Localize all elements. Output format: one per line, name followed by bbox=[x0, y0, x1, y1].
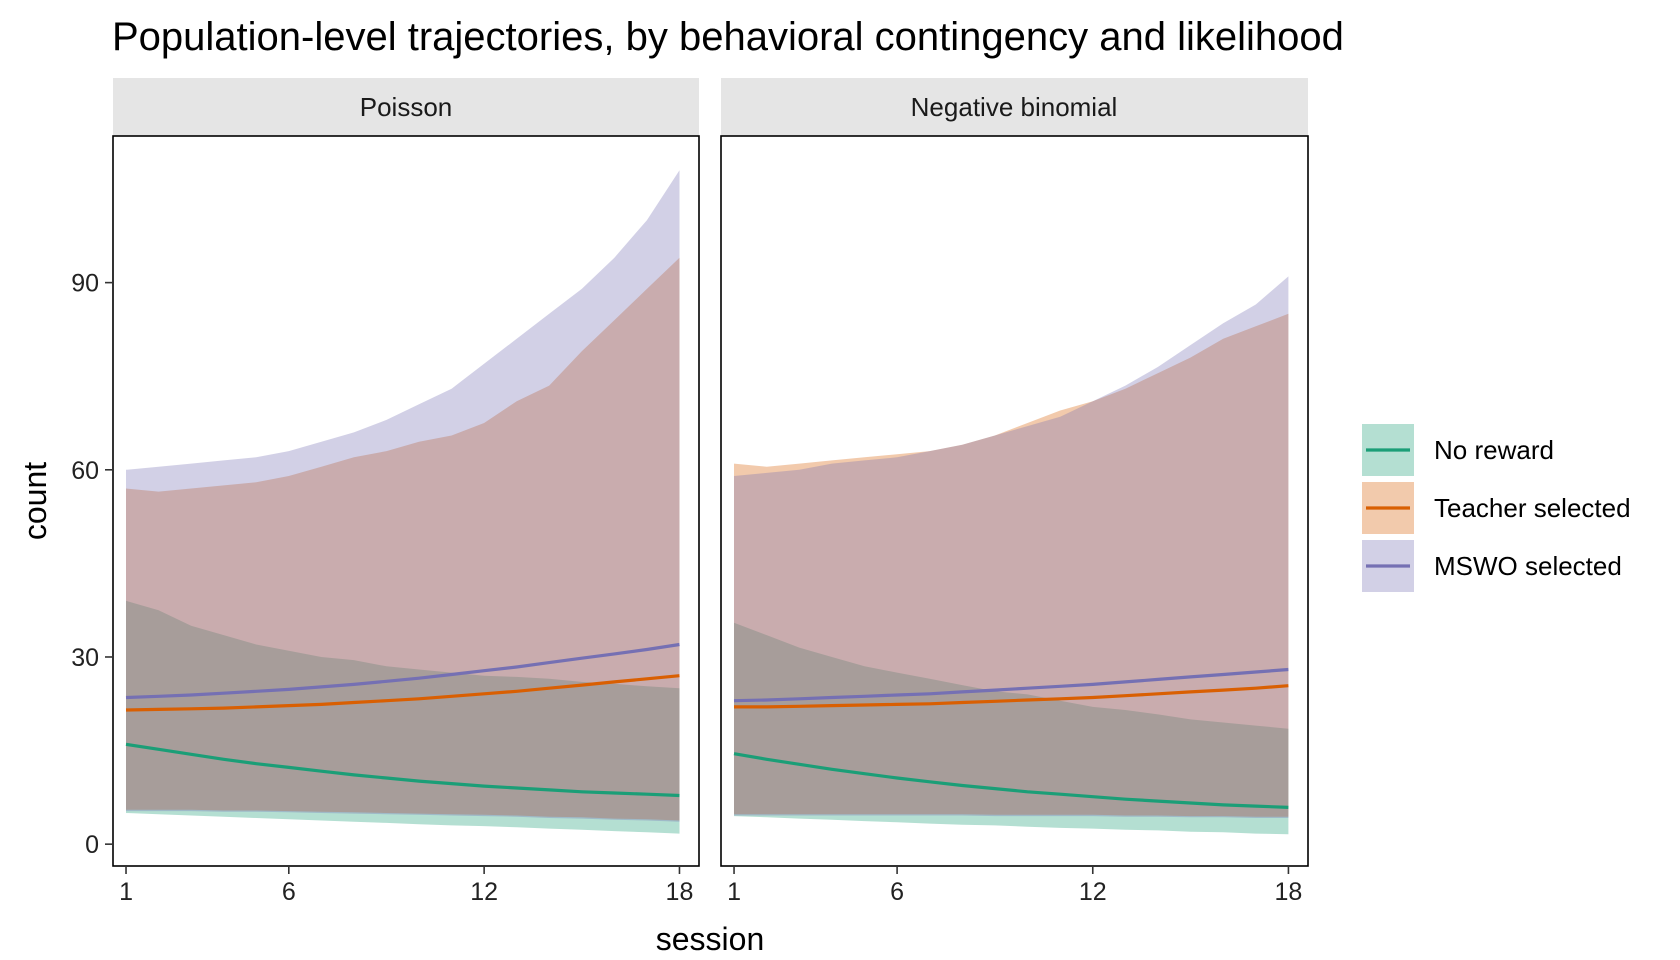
x-axis-ticks-negative-binomial: 1 6 12 18 bbox=[727, 866, 1302, 906]
panel-border-negative-binomial bbox=[720, 135, 1309, 867]
strip-poisson bbox=[113, 78, 699, 136]
y-tick-label-90: 90 bbox=[71, 270, 99, 298]
panel-negative-binomial: Negative binomial 1 6 12 18 bbox=[720, 78, 1309, 906]
line-teacher-selected-poisson bbox=[125, 674, 680, 712]
lines-poisson bbox=[125, 642, 680, 798]
line-teacher-selected-negative-binomial bbox=[734, 684, 1289, 709]
x-tick-label-6-negative-binomial: 6 bbox=[890, 878, 904, 906]
y-tick-label-0: 0 bbox=[85, 831, 99, 859]
x-tick-label-12-poisson: 12 bbox=[470, 878, 498, 906]
band-no-reward-poisson bbox=[126, 600, 680, 834]
legend-label-teacher-selected: Teacher selected bbox=[1434, 493, 1631, 523]
band-teacher-selected-poisson bbox=[126, 257, 680, 821]
strip-label-poisson: Poisson bbox=[360, 92, 453, 122]
band-mswo-selected-negative-binomial bbox=[734, 276, 1289, 818]
lines-negative-binomial bbox=[733, 667, 1289, 809]
bands-poisson bbox=[126, 170, 680, 834]
legend-item-no-reward: No reward bbox=[1362, 424, 1554, 476]
line-no-reward-poisson bbox=[125, 742, 680, 798]
band-mswo-selected-poisson bbox=[126, 170, 680, 822]
chart-title: Population-level trajectories, by behavi… bbox=[112, 15, 1344, 59]
legend-label-mswo-selected: MSWO selected bbox=[1434, 551, 1622, 581]
line-mswo-selected-negative-binomial bbox=[733, 667, 1289, 703]
legend-label-no-reward: No reward bbox=[1434, 435, 1554, 465]
x-axis-ticks-poisson: 1 6 12 18 bbox=[119, 866, 693, 906]
legend-item-teacher-selected: Teacher selected bbox=[1362, 482, 1631, 534]
x-tick-label-1-negative-binomial: 1 bbox=[727, 878, 741, 906]
strip-negative-binomial bbox=[721, 78, 1308, 136]
x-tick-label-6-poisson: 6 bbox=[282, 878, 296, 906]
panel-border-poisson bbox=[112, 135, 700, 867]
band-teacher-selected-negative-binomial bbox=[734, 313, 1289, 817]
y-tick-label-30: 30 bbox=[71, 644, 99, 672]
bands-negative-binomial bbox=[734, 276, 1289, 835]
x-tick-label-18-negative-binomial: 18 bbox=[1275, 878, 1303, 906]
strip-label-negative-binomial: Negative binomial bbox=[911, 92, 1118, 122]
x-tick-label-12-negative-binomial: 12 bbox=[1079, 878, 1107, 906]
y-axis-ticks: 0 30 60 90 bbox=[71, 270, 113, 859]
y-tick-label-60: 60 bbox=[71, 457, 99, 485]
line-mswo-selected-poisson bbox=[125, 642, 680, 700]
x-tick-label-18-poisson: 18 bbox=[666, 878, 694, 906]
x-axis-title: session bbox=[656, 921, 765, 957]
panel-poisson: Poisson 0 30 60 90 1 6 12 18 bbox=[71, 78, 700, 906]
legend: No reward Teacher selected MSWO selected bbox=[1362, 424, 1631, 592]
legend-item-mswo-selected: MSWO selected bbox=[1362, 540, 1622, 592]
x-tick-label-1-poisson: 1 bbox=[119, 878, 133, 906]
y-axis-title: count bbox=[17, 462, 53, 540]
band-no-reward-negative-binomial bbox=[734, 622, 1289, 835]
line-no-reward-negative-binomial bbox=[733, 752, 1289, 809]
